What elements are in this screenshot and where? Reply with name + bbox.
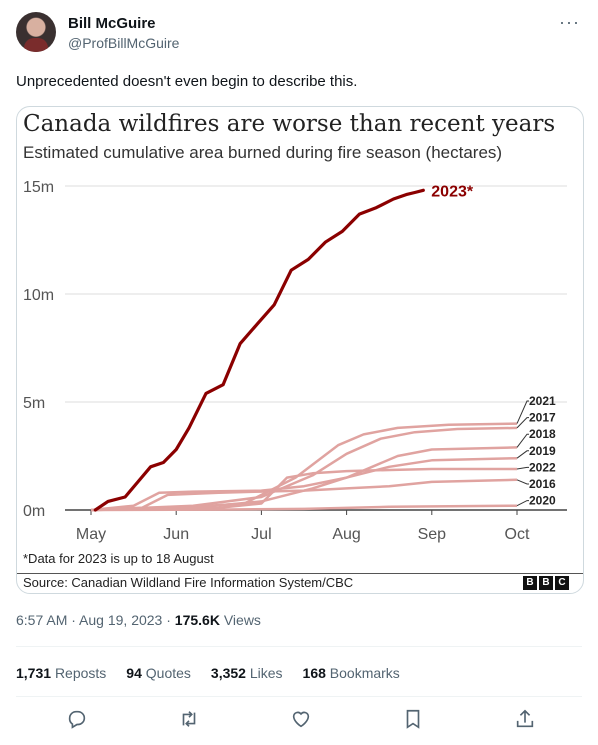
chart-subtitle: Estimated cumulative area burned during … bbox=[23, 143, 503, 162]
series-line-highlight bbox=[93, 188, 425, 512]
chart-card[interactable]: Canada wildfires are worse than recent y… bbox=[16, 106, 584, 594]
series-leader-line bbox=[516, 450, 529, 459]
series-line bbox=[90, 426, 518, 512]
series-leader-line bbox=[516, 479, 529, 485]
bookmarks-count: 168 bbox=[302, 665, 326, 681]
avatar[interactable] bbox=[16, 12, 56, 52]
quotes-count: 94 bbox=[126, 665, 142, 681]
bbc-logo-letter: C bbox=[555, 576, 569, 590]
tweet-time[interactable]: 6:57 AM bbox=[16, 612, 68, 628]
likes-count: 3,352 bbox=[210, 665, 246, 681]
x-tick-label: Sep bbox=[418, 526, 447, 543]
divider bbox=[16, 696, 582, 697]
x-tick-label: Jul bbox=[251, 526, 271, 543]
share-icon[interactable] bbox=[514, 708, 536, 730]
series-leader-line bbox=[516, 400, 529, 424]
bbc-logo-letter: B bbox=[523, 576, 537, 590]
series-leader-line bbox=[516, 417, 529, 429]
author-name[interactable]: Bill McGuire bbox=[68, 15, 156, 32]
views-label: Views bbox=[223, 612, 261, 628]
series-label: 2021 bbox=[529, 394, 556, 408]
bbc-logo: B B C bbox=[523, 576, 569, 590]
tweet-header: Bill McGuire @ProfBillMcGuire ··· bbox=[16, 12, 582, 56]
likes-stat[interactable]: 3,352 Likes bbox=[211, 665, 283, 681]
series-label-highlight: 2023* bbox=[431, 183, 474, 200]
y-tick-label: 0m bbox=[23, 503, 45, 520]
series-leader-line bbox=[516, 500, 529, 507]
chart-footnote: *Data for 2023 is up to 18 August bbox=[23, 551, 214, 566]
engagement-stats: 1,731 Reposts 94 Quotes 3,352 Likes 168 … bbox=[16, 665, 400, 681]
bookmark-icon[interactable] bbox=[402, 708, 424, 730]
x-tick-label: Aug bbox=[332, 526, 360, 543]
bookmarks-stat[interactable]: 168 Bookmarks bbox=[303, 665, 400, 681]
x-tick-label: Oct bbox=[505, 526, 530, 543]
action-bar bbox=[16, 708, 582, 736]
series-label: 2022 bbox=[529, 460, 556, 474]
y-tick-label: 10m bbox=[23, 287, 54, 304]
series-label: 2016 bbox=[529, 477, 556, 491]
series-line bbox=[90, 456, 518, 512]
x-tick-label: May bbox=[76, 526, 106, 543]
series-line bbox=[90, 478, 518, 512]
tweet-text: Unprecedented doesn't even begin to desc… bbox=[16, 73, 358, 90]
chart-source: Source: Canadian Wildland Fire Informati… bbox=[23, 575, 354, 590]
divider bbox=[16, 646, 582, 647]
likes-label: Likes bbox=[249, 665, 283, 681]
x-tick-label: Jun bbox=[163, 526, 189, 543]
y-tick-label: 5m bbox=[23, 395, 45, 412]
quotes-label: Quotes bbox=[145, 665, 191, 681]
heart-icon[interactable] bbox=[290, 708, 312, 730]
reply-icon[interactable] bbox=[66, 708, 88, 730]
more-icon[interactable]: ··· bbox=[559, 12, 580, 32]
series-line bbox=[90, 504, 518, 512]
series-label: 2017 bbox=[529, 411, 556, 425]
series-label: 2019 bbox=[529, 444, 556, 458]
wildfire-chart: 0m 5m 10m 15m May Jun Jul Aug Sep Oct 2021 2017 2018… bbox=[23, 179, 567, 543]
series-line bbox=[90, 467, 517, 512]
series-label: 2020 bbox=[529, 494, 556, 508]
quotes-stat[interactable]: 94 Quotes bbox=[126, 665, 191, 681]
source-divider bbox=[17, 573, 583, 574]
repost-icon[interactable] bbox=[178, 708, 200, 730]
series-label: 2018 bbox=[529, 427, 556, 441]
tweet-date[interactable]: Aug 19, 2023 bbox=[79, 612, 163, 628]
y-tick-label: 15m bbox=[23, 179, 54, 196]
views-count: 175.6K bbox=[174, 612, 220, 628]
bbc-logo-letter: B bbox=[539, 576, 553, 590]
chart-title: Canada wildfires are worse than recent y… bbox=[23, 111, 556, 137]
series-leader-line bbox=[516, 466, 529, 470]
author-handle[interactable]: @ProfBillMcGuire bbox=[68, 35, 180, 51]
bookmarks-label: Bookmarks bbox=[329, 665, 400, 681]
reposts-label: Reposts bbox=[54, 665, 107, 681]
reposts-stat[interactable]: 1,731 Reposts bbox=[16, 665, 106, 681]
tweet-meta: 6:57 AM · Aug 19, 2023 · 175.6K Views bbox=[16, 612, 261, 628]
series-leader-line bbox=[516, 433, 529, 448]
reposts-count: 1,731 bbox=[16, 665, 52, 681]
